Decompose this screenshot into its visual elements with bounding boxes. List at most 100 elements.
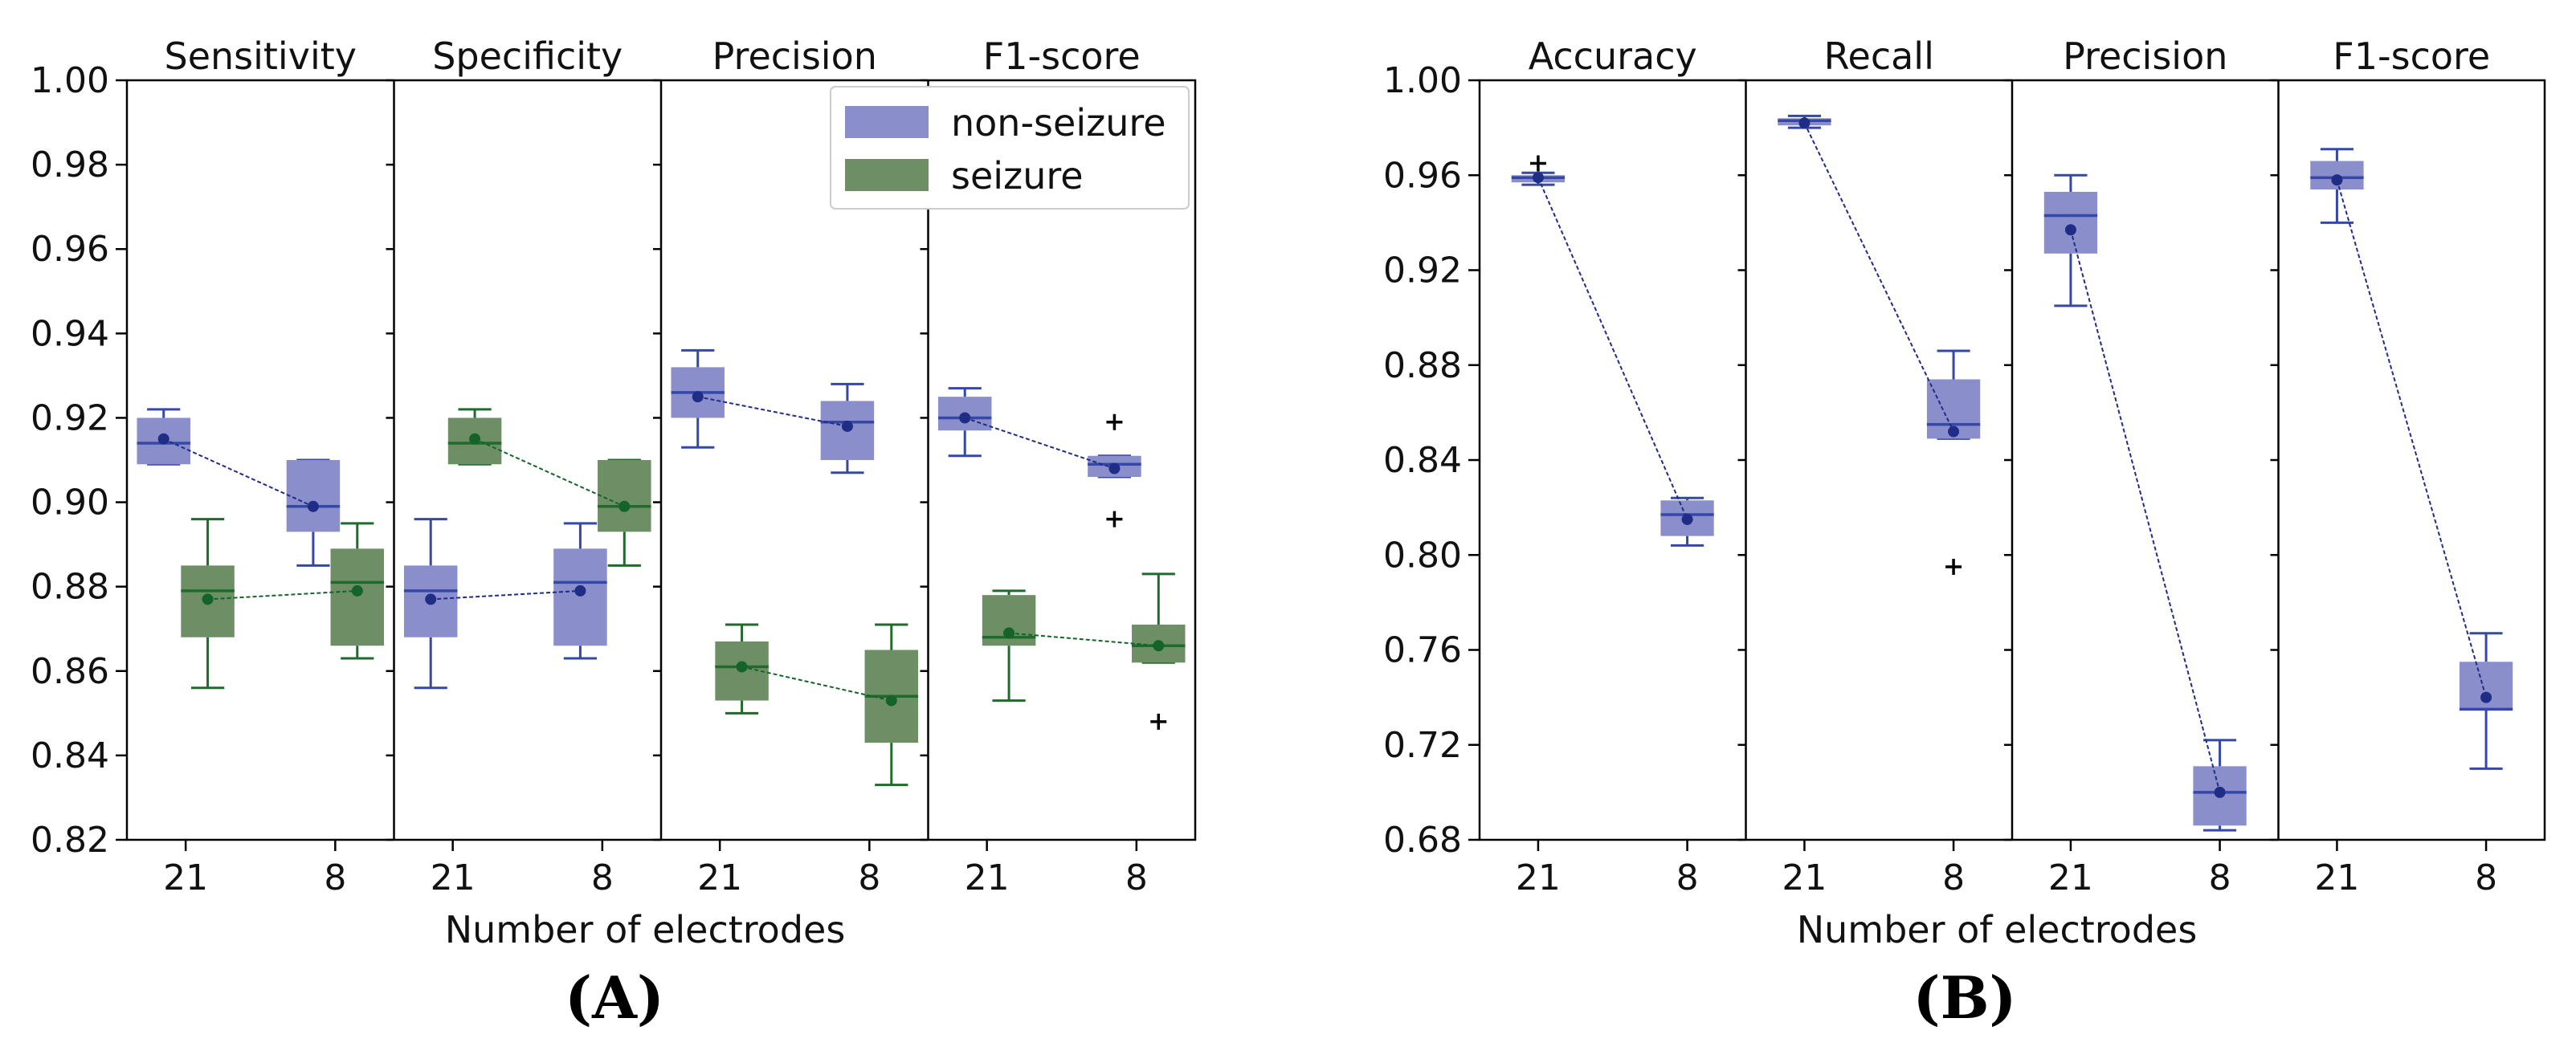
mean-point-seizure [202,593,214,605]
box-body [598,460,651,532]
mean-point-non-seizure [157,433,169,445]
y-tick-label: 0.88 [1383,345,1462,386]
subplot-precision: Precision 21 8 [653,35,919,898]
mean-point-overall [2480,691,2492,703]
x-tick-label: 8 [2475,857,2497,898]
x-tick-label: 21 [697,857,742,898]
x-tick-label: 8 [2209,857,2231,898]
mean-trend-non-seizure [163,438,314,507]
outlier-marker [1106,511,1123,527]
x-tick-label: 21 [965,857,1010,898]
subplot-title: Precision [712,35,877,78]
subplot-recall: Recall 21 8 [1737,35,1981,898]
y-tick-label: 0.90 [31,483,109,523]
subplot-title: Precision [2063,35,2227,78]
subplot-title: Accuracy [1529,35,1697,78]
box-non-seizure-8 [286,458,341,567]
y-tick-label: 0.76 [1383,630,1462,671]
y-tick-label: 0.84 [31,735,109,776]
mean-trend-overall [2336,179,2488,698]
subplot-title: F1-score [983,35,1141,78]
box-non-seizure-8 [553,522,607,660]
subplot-specificity: Specificity 21 8 [386,35,651,898]
panel-b-label: (B) [1913,963,2017,1032]
box-non-seizure-8 [1088,413,1141,527]
x-tick-label: 21 [1782,857,1827,898]
mean-trend-overall [1803,122,1954,432]
subplot-title: F1-score [2333,35,2490,78]
y-tick-label: 0.80 [1383,535,1462,576]
mean-point-seizure [1003,627,1015,639]
mean-point-overall [1948,426,1960,438]
x-tick-label: 8 [1125,857,1148,898]
mean-point-seizure [469,433,481,445]
box-body [330,548,385,646]
y-tick-label: 0.86 [31,651,109,692]
mean-point-seizure [736,661,748,673]
x-tick-label: 21 [1516,857,1561,898]
panel-a-chart: 0.82 0.84 0.86 0.88 0.90 0.92 0.94 0.96 0.98 1.00… [31,35,1197,951]
outlier-marker [1150,713,1167,730]
x-tick-label: 8 [591,857,614,898]
legend-label-seizure: seizure [951,154,1084,198]
box-body [553,548,607,646]
x-tick-label: 8 [858,857,880,898]
x-tick-label: 21 [2314,857,2359,898]
mean-point-non-seizure [307,500,319,512]
y-tick-label: 0.98 [31,145,109,185]
outlier-marker [1106,413,1123,430]
subplot-title: Specificity [432,35,623,78]
y-tick-label: 1.00 [31,60,109,101]
mean-point-non-seizure [692,391,704,403]
subplot-sensitivity: Sensitivity 21 8 [137,35,385,898]
subplot-title: Sensitivity [165,35,357,78]
x-tick-label: 21 [431,857,476,898]
subplot-f1-score: F1-score 21 8 [2270,35,2513,898]
subplot-accuracy: Accuracy 21 8 [1511,35,1714,898]
y-tick-label: 0.94 [31,313,109,354]
outlier-marker [1945,559,1962,576]
mean-point-seizure [351,584,363,597]
y-tick-label: 0.92 [31,397,109,438]
mean-trend-non-seizure [431,589,581,601]
x-tick-label: 8 [1942,857,1965,898]
y-tick-label: 1.00 [1383,60,1462,101]
mean-point-seizure [618,500,631,512]
mean-trend-overall [1537,177,1688,520]
box-seizure-8 [598,458,651,567]
y-tick-label: 0.92 [1383,250,1462,291]
legend-swatch-non-seizure [845,106,929,138]
legend-label-non-seizure: non-seizure [951,101,1166,145]
legend: non-seizure seizure [830,86,1190,210]
mean-point-seizure [885,694,897,707]
panel-b-chart: 0.68 0.72 0.76 0.80 0.84 0.88 0.92 0.96 1.00 Accu… [1383,35,2546,951]
mean-point-non-seizure [959,412,971,424]
box-seizure-8 [330,522,385,660]
x-axis-label: Number of electrodes [445,908,846,951]
mean-point-overall [1681,513,1693,525]
mean-point-overall [1532,172,1544,184]
mean-trend-overall [2069,229,2221,793]
box-body [2043,191,2098,254]
y-tick-label: 0.96 [1383,155,1462,196]
mean-trend-non-seizure [964,417,1115,470]
y-tick-label: 0.96 [31,229,109,270]
axes-frame [125,79,1197,841]
mean-point-overall [2331,174,2343,186]
box-overall-21 [2310,148,2364,224]
x-axis-label: Number of electrodes [1797,908,2198,951]
mean-point-overall [2214,786,2226,798]
subplot-precision: Precision 21 8 [2004,35,2247,898]
box-body [286,460,341,532]
x-tick-label: 21 [163,857,208,898]
mean-point-overall [1798,117,1811,129]
y-tick-label: 0.88 [31,567,109,608]
y-tick-label: 0.84 [1383,440,1462,481]
mean-point-non-seizure [1108,462,1121,474]
y-tick-label: 0.68 [1383,820,1462,861]
mean-trend-seizure [1008,632,1159,647]
mean-point-overall [2064,224,2076,236]
box-seizure-21 [982,589,1036,703]
panel-a-label: (A) [565,963,664,1032]
